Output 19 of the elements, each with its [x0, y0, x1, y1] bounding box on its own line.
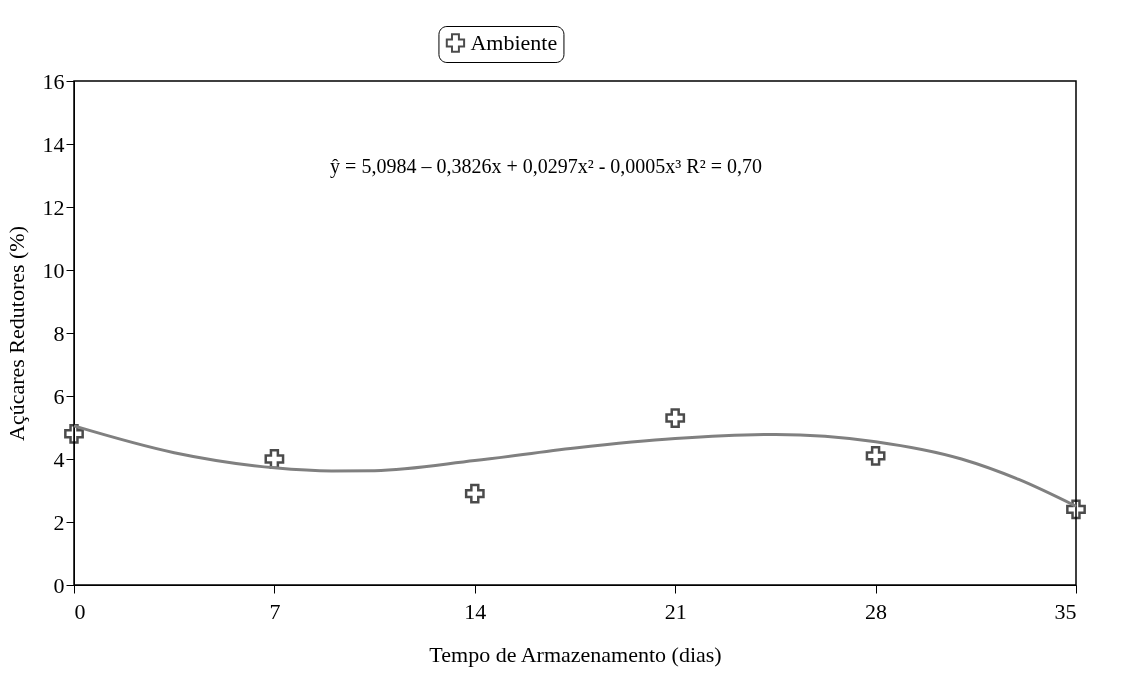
y-tick-label: 8 — [53, 320, 65, 346]
x-tick-label: 0 — [74, 598, 86, 624]
y-axis-title: Açúcares Redutores (%) — [3, 225, 29, 442]
x-tick-label: 28 — [865, 598, 888, 624]
y-tick-label: 12 — [42, 194, 65, 220]
x-tick-label: 35 — [1054, 598, 1077, 624]
y-tick-label: 4 — [53, 446, 65, 472]
y-tick-label: 6 — [53, 383, 65, 409]
x-tick-label: 7 — [269, 598, 281, 624]
y-tick-label: 14 — [42, 131, 65, 157]
x-axis-title: Tempo de Armazenamento (dias) — [429, 641, 722, 667]
x-tick-label: 14 — [464, 598, 487, 624]
annotation: ŷ = 5,0984 – 0,3826x + 0,0297x² - 0,0005x³ R² = 0,70 — [330, 155, 762, 179]
y-tick-label: 16 — [42, 68, 65, 94]
y-tick-label: 2 — [53, 509, 65, 535]
x-tick-label: 21 — [664, 598, 687, 624]
y-tick-label: 10 — [42, 257, 65, 283]
y-tick-label: 0 — [53, 572, 65, 598]
legend-label: Ambiente — [470, 30, 558, 55]
